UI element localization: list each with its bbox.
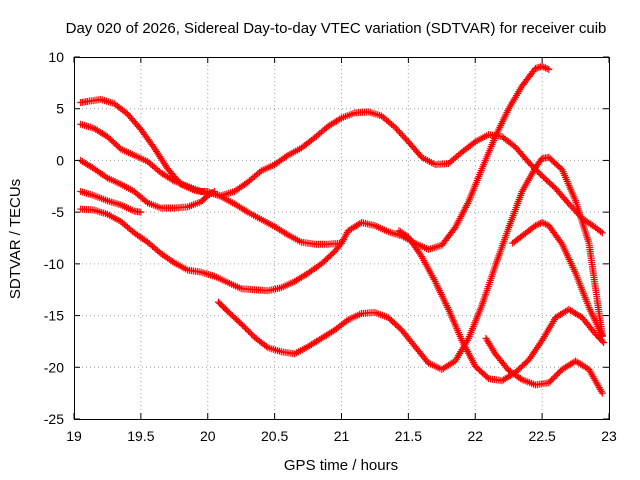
y-tick-label: -25 xyxy=(44,411,64,427)
data-point-marker xyxy=(262,342,270,350)
series-arc-9 xyxy=(482,334,606,397)
data-point-marker xyxy=(169,258,177,266)
y-tick-label: -10 xyxy=(44,256,64,272)
x-tick-label: 20 xyxy=(200,428,216,444)
data-point-marker xyxy=(483,373,491,381)
y-tick-label: 5 xyxy=(56,101,64,117)
data-point-marker xyxy=(543,65,551,73)
data-point-marker xyxy=(533,221,541,229)
data-point-marker xyxy=(242,324,250,332)
data-point-marker xyxy=(169,176,177,184)
data-point-marker xyxy=(282,230,290,238)
data-point-marker xyxy=(401,135,409,143)
data-point-marker xyxy=(389,122,397,130)
data-point-marker xyxy=(526,160,534,168)
data-point-marker xyxy=(538,62,546,70)
y-tick-label: 0 xyxy=(56,152,64,168)
data-point-marker xyxy=(392,125,400,133)
data-point-marker xyxy=(546,377,554,385)
data-point-marker xyxy=(541,220,549,228)
x-tick-label: 22.5 xyxy=(529,428,556,444)
x-tick-label: 19.5 xyxy=(127,428,154,444)
data-point-marker xyxy=(566,201,574,209)
data-point-marker xyxy=(551,373,559,381)
data-point-marker xyxy=(246,329,254,337)
x-tick-label: 21.5 xyxy=(395,428,422,444)
y-tick-label: 10 xyxy=(48,49,64,65)
data-point-marker xyxy=(142,197,150,205)
data-point-marker xyxy=(552,371,560,379)
data-point-marker xyxy=(239,321,247,329)
data-point-marker xyxy=(555,368,563,376)
data-point-marker xyxy=(549,374,557,382)
data-point-marker xyxy=(531,222,539,230)
data-point-marker xyxy=(248,330,256,338)
series-arc-4 xyxy=(77,187,145,216)
data-point-marker xyxy=(242,207,250,215)
x-tick-label: 23 xyxy=(601,428,617,444)
data-point-marker xyxy=(548,376,556,384)
data-point-marker xyxy=(210,187,218,195)
y-tick-label: -15 xyxy=(44,308,64,324)
data-point-marker xyxy=(597,228,605,236)
data-point-marker xyxy=(397,130,405,138)
data-point-marker xyxy=(598,389,606,397)
data-point-marker xyxy=(137,208,145,216)
data-point-marker xyxy=(400,133,408,141)
data-point-marker xyxy=(209,188,217,196)
data-point-marker xyxy=(343,317,351,325)
data-point-marker xyxy=(598,332,606,340)
data-point-marker xyxy=(391,123,399,131)
data-point-marker xyxy=(545,379,553,387)
data-point-marker xyxy=(538,218,546,226)
data-point-marker xyxy=(336,115,344,123)
data-point-marker xyxy=(600,338,608,346)
data-point-marker xyxy=(240,323,248,331)
data-point-marker xyxy=(565,200,573,208)
series-arc-5 xyxy=(77,62,553,295)
data-point-marker xyxy=(535,220,543,228)
data-point-marker xyxy=(102,173,110,181)
data-point-marker xyxy=(243,326,251,334)
data-point-marker xyxy=(554,370,562,378)
data-point-marker xyxy=(245,327,253,335)
y-tick-label: -5 xyxy=(52,204,65,220)
y-tick-label: -20 xyxy=(44,359,64,375)
data-point-marker xyxy=(540,63,548,71)
chart-title: Day 020 of 2026, Sidereal Day-to-day VTE… xyxy=(66,20,607,37)
data-layer xyxy=(77,62,608,397)
y-axis-title: SDTVAR / TECUs xyxy=(7,179,24,299)
x-tick-label: 19 xyxy=(66,428,82,444)
data-point-marker xyxy=(395,128,403,136)
x-tick-label: 22 xyxy=(467,428,483,444)
series-arc-8 xyxy=(509,218,606,340)
data-point-marker xyxy=(545,65,553,73)
tick-layer: 19 19.5 20 20.5 21 21.5 22 22.5 23 10 5 0 -5 -10 -15 -2… xyxy=(44,49,617,444)
data-point-marker xyxy=(598,229,606,237)
data-point-marker xyxy=(256,168,264,176)
data-point-marker xyxy=(525,158,533,166)
series-arc-7 xyxy=(395,227,608,385)
data-point-marker xyxy=(516,375,524,383)
data-point-marker xyxy=(394,127,402,135)
x-tick-label: 20.5 xyxy=(261,428,288,444)
data-point-marker xyxy=(557,239,565,247)
data-point-marker xyxy=(540,219,548,227)
data-point-marker xyxy=(541,64,549,72)
data-point-marker xyxy=(237,320,245,328)
data-point-marker xyxy=(535,169,543,177)
series-arc-6 xyxy=(214,153,606,373)
data-point-marker xyxy=(528,161,536,169)
series-arc-3 xyxy=(77,156,218,212)
data-point-marker xyxy=(282,152,290,160)
data-point-marker xyxy=(470,139,478,147)
x-tick-label: 21 xyxy=(334,428,350,444)
data-point-marker xyxy=(398,131,406,139)
x-axis-title: GPS time / hours xyxy=(284,457,398,474)
